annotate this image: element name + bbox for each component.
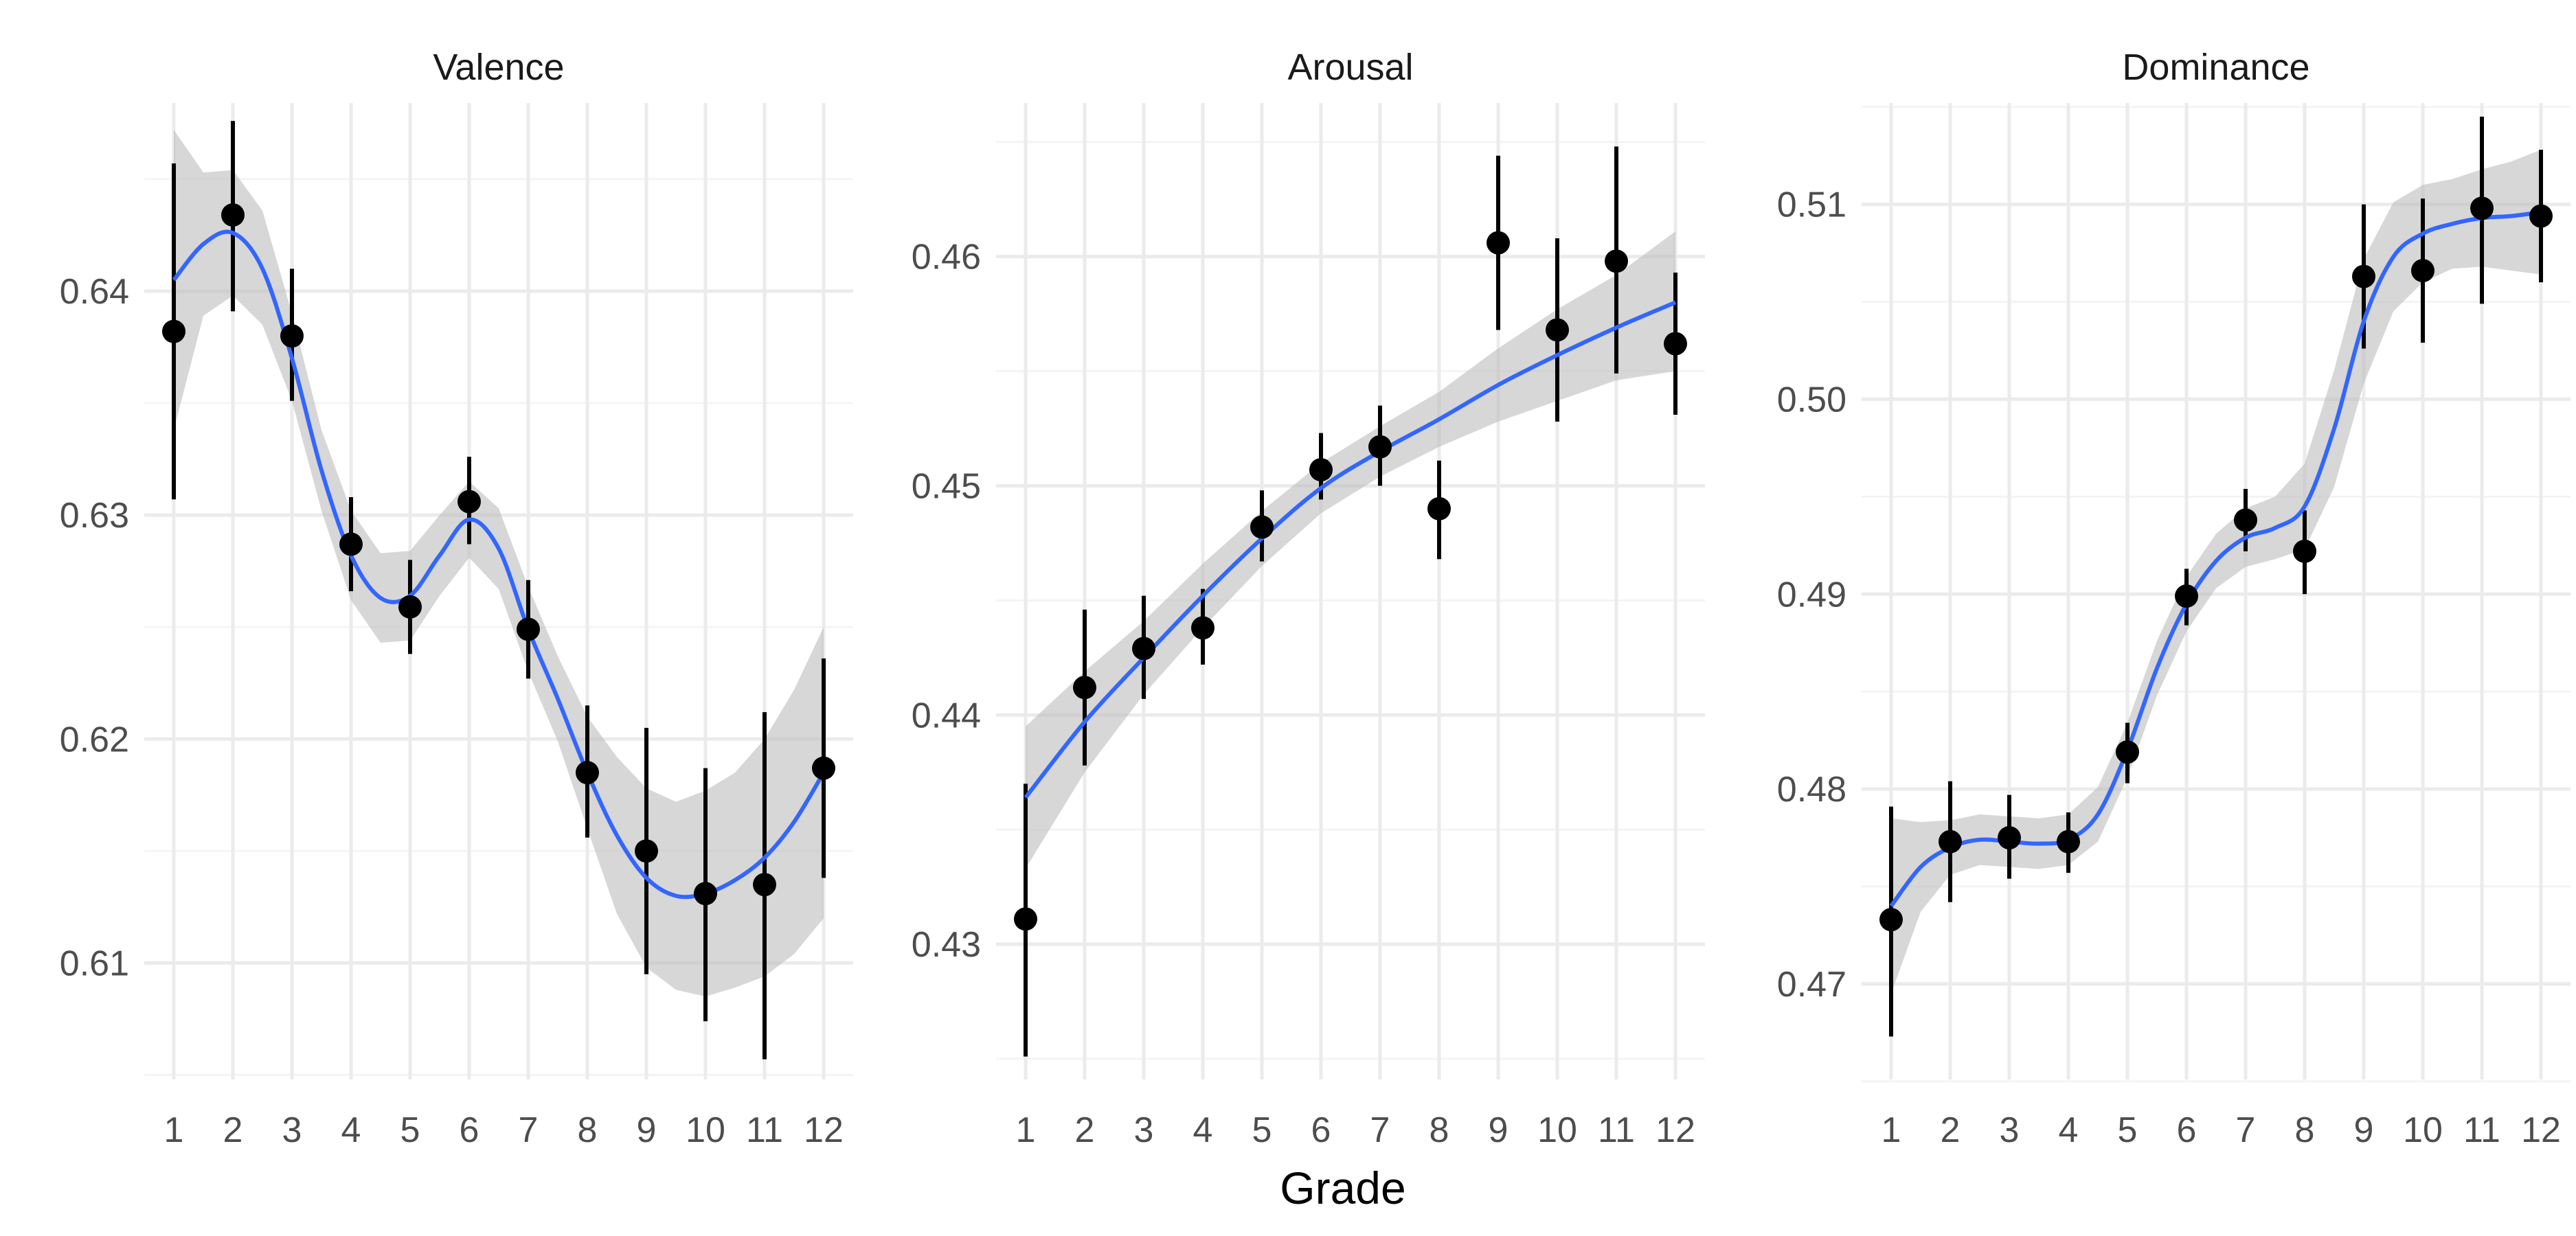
panels: 0.610.620.630.641 2 3 4 5 6 7 8 9 10 11 12Valence0.…: [60, 47, 2571, 1150]
data-point: [1664, 332, 1687, 356]
data-point: [635, 839, 658, 863]
x-tick-label: 7: [2236, 1110, 2256, 1150]
y-tick-label: 0.51: [1777, 185, 1846, 225]
x-tick-label: 2: [223, 1110, 243, 1150]
x-tick-label: 3: [282, 1110, 302, 1150]
data-point: [517, 617, 540, 641]
data-point: [694, 882, 717, 906]
y-tick-label: 0.49: [1777, 575, 1846, 615]
panel-dominance: 0.470.480.490.500.511 2 3 4 5 6 7 8 9 10 11 12Domin…: [1777, 47, 2571, 1150]
y-tick-label: 0.44: [912, 696, 981, 735]
y-tick-label: 0.43: [912, 925, 981, 965]
x-tick-label: 8: [578, 1110, 598, 1150]
data-point: [457, 490, 481, 514]
facet-title: Dominance: [2122, 47, 2309, 88]
x-tick-label: 2: [1075, 1110, 1095, 1150]
x-tick-label: 8: [2295, 1110, 2315, 1150]
data-point: [1250, 515, 1274, 539]
x-tick-label: 12: [2521, 1110, 2561, 1150]
x-tick-label: 1: [1016, 1110, 1036, 1150]
y-tick-label: 0.63: [60, 496, 129, 536]
data-point: [753, 873, 776, 897]
y-tick-label: 0.50: [1777, 380, 1846, 420]
y-tick-label: 0.45: [912, 466, 981, 506]
x-tick-label: 5: [2118, 1110, 2138, 1150]
x-tick-label: 5: [1252, 1110, 1272, 1150]
data-point: [2234, 508, 2257, 532]
x-tick-label: 4: [341, 1110, 361, 1150]
x-tick-label: 8: [1430, 1110, 1449, 1150]
x-tick-label: 1: [164, 1110, 184, 1150]
data-point: [1368, 435, 1392, 459]
data-point: [1073, 676, 1096, 700]
x-tick-label: 4: [1193, 1110, 1213, 1150]
data-point: [221, 203, 245, 227]
x-tick-label: 1: [1882, 1110, 1901, 1150]
data-point: [576, 761, 599, 785]
x-tick-label: 6: [1311, 1110, 1331, 1150]
data-point: [1132, 637, 1155, 661]
x-tick-label: 11: [746, 1110, 783, 1150]
x-tick-label: 2: [1941, 1110, 1961, 1150]
x-tick-label: 7: [1370, 1110, 1390, 1150]
data-point: [2175, 584, 2198, 608]
x-tick-label: 11: [1598, 1110, 1635, 1150]
data-point: [2293, 539, 2316, 563]
facet-title: Arousal: [1287, 47, 1413, 88]
data-point: [339, 532, 363, 556]
data-point: [1939, 829, 1962, 854]
y-tick-label: 0.48: [1777, 770, 1846, 810]
x-tick-label: 12: [804, 1110, 844, 1150]
data-point: [1014, 907, 1037, 931]
x-tick-label: 6: [460, 1110, 479, 1150]
x-tick-label: 10: [686, 1110, 725, 1150]
data-point: [162, 319, 185, 343]
data-point: [1998, 826, 2021, 850]
data-point: [1605, 249, 1628, 273]
x-tick-label: 12: [1656, 1110, 1695, 1150]
data-point: [1879, 908, 1903, 932]
x-tick-label: 10: [2403, 1110, 2443, 1150]
x-tick-label: 6: [2177, 1110, 2197, 1150]
facet-title: Valence: [433, 47, 564, 88]
confidence-ribbon: [1891, 150, 2541, 994]
x-tick-label: 11: [2463, 1110, 2500, 1150]
y-tick-label: 0.47: [1777, 965, 1846, 1005]
data-point: [280, 324, 304, 348]
data-point: [2470, 196, 2494, 220]
x-tick-label: 3: [2000, 1110, 2020, 1150]
data-point: [1546, 318, 1569, 342]
x-tick-label: 10: [1537, 1110, 1577, 1150]
x-axis-label: Grade: [1280, 1163, 1405, 1213]
data-point: [1487, 231, 1510, 255]
data-point: [812, 756, 835, 780]
y-tick-label: 0.64: [60, 272, 129, 312]
x-tick-label: 7: [519, 1110, 539, 1150]
x-tick-label: 3: [1134, 1110, 1154, 1150]
data-point: [1427, 496, 1451, 520]
x-tick-label: 4: [2059, 1110, 2079, 1150]
y-tick-label: 0.46: [912, 238, 981, 277]
data-point: [398, 595, 422, 619]
x-tick-label: 9: [637, 1110, 657, 1150]
data-point: [2529, 204, 2553, 228]
y-tick-label: 0.61: [60, 943, 129, 983]
x-tick-label: 9: [1489, 1110, 1509, 1150]
data-point: [1191, 616, 1214, 640]
smooth-fit-line: [1024, 300, 1677, 799]
data-point: [2411, 259, 2434, 283]
confidence-ribbon: [174, 130, 824, 997]
data-point: [1309, 458, 1333, 482]
data-point: [2057, 829, 2080, 854]
y-tick-label: 0.62: [60, 720, 129, 759]
x-tick-label: 5: [400, 1110, 420, 1150]
data-point: [2116, 740, 2139, 764]
confidence-ribbon: [1026, 231, 1675, 869]
data-point: [2352, 264, 2375, 288]
x-tick-label: 9: [2354, 1110, 2374, 1150]
